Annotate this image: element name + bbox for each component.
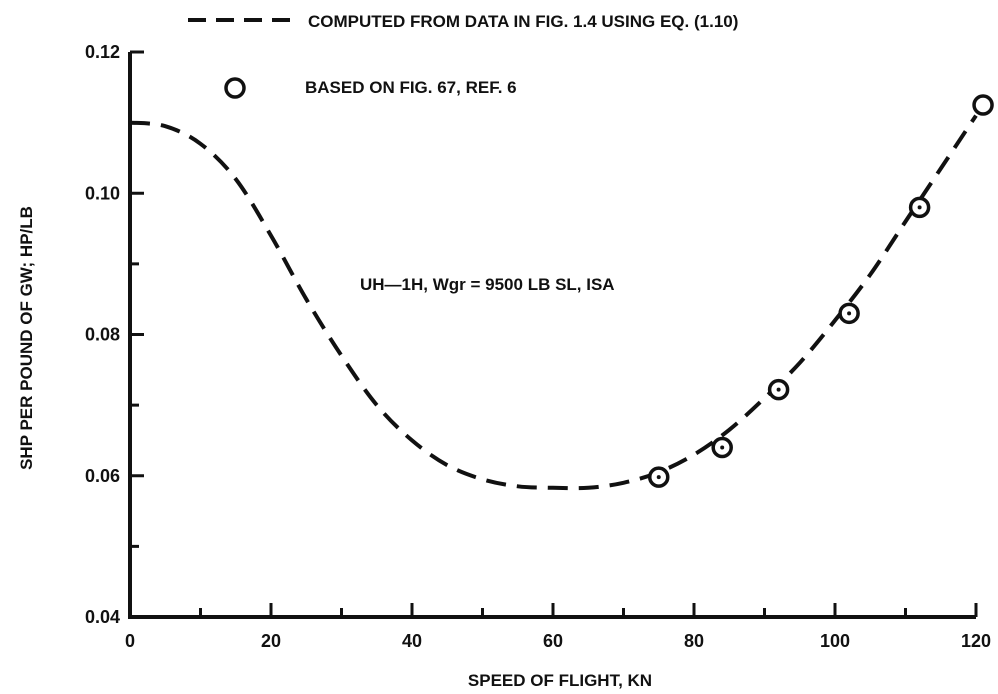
data-point-center (720, 445, 725, 450)
x-tick-label: 20 (261, 631, 281, 651)
x-axis-title: SPEED OF FLIGHT, KN (468, 671, 652, 690)
legend-label-based-on: BASED ON FIG. 67, REF. 6 (305, 78, 517, 97)
x-tick-label: 80 (684, 631, 704, 651)
axes: 0 20 40 60 80 100 120 0.04 0.06 0.08 0.10 0.12 (85, 42, 991, 651)
data-point-center (917, 205, 922, 210)
legend: COMPUTED FROM DATA IN FIG. 1.4 USING EQ.… (188, 12, 738, 99)
legend-circle-symbol (224, 77, 246, 99)
legend-label-computed: COMPUTED FROM DATA IN FIG. 1.4 USING EQ.… (308, 12, 738, 31)
y-tick-label: 0.06 (85, 466, 120, 486)
dashed-series (129, 114, 978, 491)
data-point-marker (972, 94, 994, 116)
y-tick-label: 0.10 (85, 183, 120, 203)
marker-series (648, 94, 994, 488)
computed-dashed-curve (129, 114, 978, 491)
x-tick-label: 0 (125, 631, 135, 651)
y-tick-label: 0.08 (85, 325, 120, 345)
chart-annotation: UH—1H, Wgr = 9500 LB SL, ISA (360, 275, 615, 294)
y-tick-label: 0.04 (85, 607, 120, 627)
x-tick-label: 100 (820, 631, 850, 651)
x-tick-label: 40 (402, 631, 422, 651)
y-axis-title: SHP PER POUND OF GW; HP/LB (17, 206, 36, 470)
data-point-center (776, 387, 781, 392)
x-tick-label: 60 (543, 631, 563, 651)
x-tick-label: 120 (961, 631, 991, 651)
data-point-center (656, 475, 661, 480)
data-point-center (847, 311, 852, 316)
y-tick-label: 0.12 (85, 42, 120, 62)
